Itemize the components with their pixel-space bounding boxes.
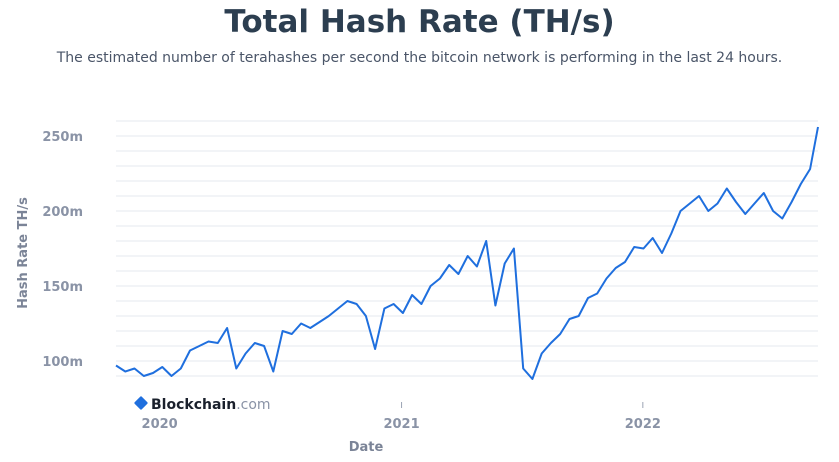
x-tick-label: 2022	[625, 417, 661, 432]
blockchain-logo[interactable]: Blockchain.com	[133, 395, 271, 413]
y-axis-ticks: 100m 150m 200m 250m	[42, 130, 83, 370]
y-axis-title: Hash Rate TH/s	[16, 197, 31, 309]
x-tick-label: 2020	[142, 417, 178, 432]
brand-name: Blockchain	[151, 397, 237, 413]
hash-rate-series-line	[115, 126, 819, 380]
chart-grid	[116, 120, 818, 377]
y-tick-label: 250m	[42, 130, 83, 145]
x-axis-ticks: 2020 2021 2022	[142, 402, 661, 432]
x-tick-label: 2021	[383, 417, 419, 432]
y-tick-label: 150m	[42, 280, 83, 295]
blockchain-cube-icon	[133, 395, 149, 411]
page-title: Total Hash Rate (TH/s)	[224, 4, 615, 40]
brand-domain: .com	[236, 397, 271, 413]
y-tick-label: 200m	[42, 205, 83, 220]
page-subtitle: The estimated number of terahashes per s…	[56, 50, 783, 66]
y-tick-label: 100m	[42, 355, 83, 370]
x-axis-title: Date	[349, 440, 384, 455]
